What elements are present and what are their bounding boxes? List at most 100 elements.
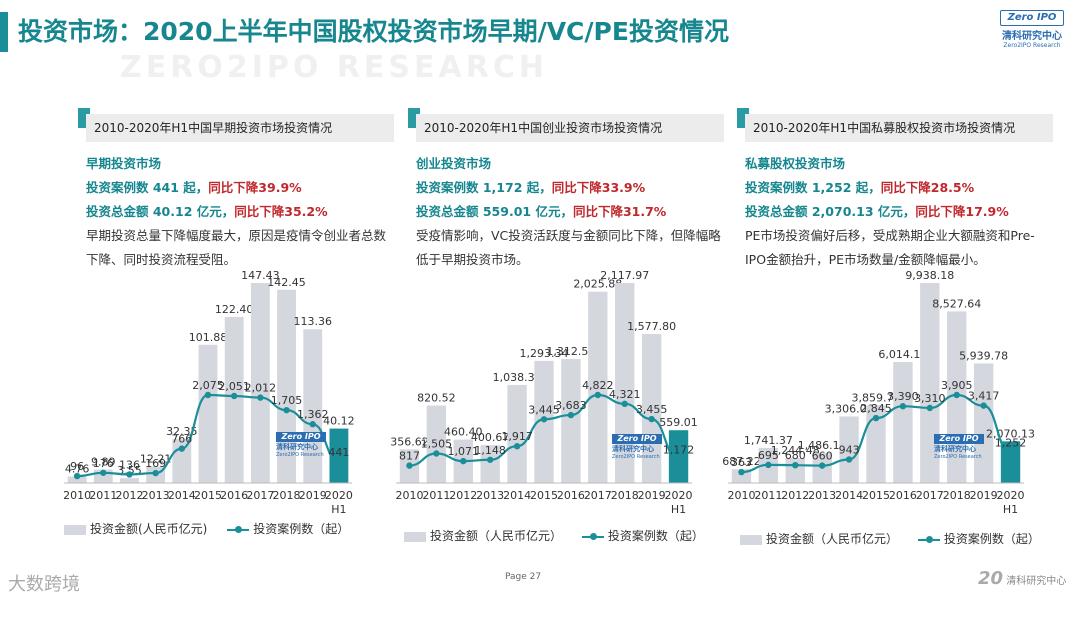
cases-point <box>73 472 81 480</box>
x-tick-label: 2018 <box>273 489 301 502</box>
cases-point <box>460 457 467 465</box>
bar-value-label: 1,293.34 <box>520 347 569 360</box>
bar-value-label: 4.76 <box>65 463 90 476</box>
panel-summary: 私募股权投资市场 投资案例数 1,252 起，同比下降28.5% 投资总金额 2… <box>745 152 1055 272</box>
cases-value-label: 2,012 <box>245 382 277 395</box>
bar-value-label: 1,577.80 <box>627 320 676 333</box>
x-tick-label: 2013 <box>142 489 170 502</box>
x-tick-label: 2015 <box>194 489 222 502</box>
x-tick-label: 2011 <box>754 489 782 502</box>
cases-point <box>872 414 880 422</box>
page-title: 投资市场：2020上半年中国股权投资市场早期/VC/PE投资情况 <box>18 17 729 46</box>
bar-value-label: 12.21 <box>140 452 172 465</box>
amount-change: 同比下降35.2% <box>234 204 328 219</box>
cases-point <box>980 402 987 409</box>
cases-point <box>178 445 186 452</box>
cases-value-label: 1,705 <box>271 394 303 407</box>
bar-2012 <box>120 478 139 483</box>
cases-value-label: 1,071 <box>448 445 480 458</box>
legend-line-label: 投资案例数（起） <box>253 522 350 536</box>
x-tick-label: 2013 <box>476 489 504 502</box>
x-tick-label: 2012 <box>115 489 143 502</box>
logo-brand: Zero IPO <box>1000 10 1064 26</box>
chart-logo-brand: Zero IPO <box>612 434 662 444</box>
chart-logo-cn: 清科研究中心 <box>612 445 654 453</box>
cases-value-label: 3,390 <box>887 390 919 403</box>
bar-value-label: 3,306.06 <box>825 402 874 415</box>
cases-point <box>204 391 212 399</box>
x-tick-label: 2014 <box>835 489 863 502</box>
bar-2017 <box>250 283 270 483</box>
cases-point <box>100 469 107 476</box>
bar-2018 <box>615 283 635 483</box>
cases-value-label: 817 <box>399 450 420 463</box>
cases-point <box>765 461 772 469</box>
chart-early: 4.7620109.8920113.55201212.21201332.3520… <box>63 269 355 516</box>
x-tick-label: 2014 <box>168 489 196 502</box>
x-tick-label: 2016 <box>557 489 585 502</box>
legend-bar-label: 投资金额（人民币亿元） <box>430 529 563 543</box>
cases-point <box>1007 449 1014 456</box>
x-tick-label: 2012 <box>449 489 477 502</box>
bar-2013 <box>480 445 500 483</box>
bar-value-label: 113.36 <box>293 315 332 328</box>
x-tick-label-sub: H1 <box>331 503 346 516</box>
cases-value-label: 3,417 <box>968 390 1000 403</box>
cases-value-label: 1,362 <box>297 408 329 421</box>
cases-value-label: 4,321 <box>609 388 641 401</box>
panel-vc: 2010-2020年H1中国创业投资市场投资情况 创业投资市场 投资案例数 1,… <box>408 100 748 530</box>
bar-value-label: 1,038.30 <box>493 371 542 384</box>
bar-value-label: 9.89 <box>91 456 116 469</box>
cases-value-label: 136 <box>119 458 140 471</box>
bar-value-label: 1,244.48 <box>771 444 820 457</box>
page-number: Page 27 <box>505 572 542 582</box>
x-tick-label: 2018 <box>943 489 971 502</box>
cases-value-label: 1,148 <box>474 444 506 457</box>
bar-2017 <box>920 283 940 483</box>
amount-change: 同比下降17.9% <box>915 204 1009 219</box>
cases-value-label: 695 <box>758 449 779 462</box>
bar-value-label: 32.35 <box>166 425 198 438</box>
bar-value-label: 101.88 <box>189 331 228 344</box>
x-tick-label: 2017 <box>584 489 612 502</box>
chart-legend: 投资金额(人民币亿元) 投资案例数（起） <box>64 520 349 537</box>
cases-change: 同比下降33.9% <box>551 180 646 195</box>
market-name: 私募股权投资市场 <box>745 156 846 171</box>
bar-value-label: 1,486.12 <box>798 439 847 452</box>
x-tick-label: 2014 <box>503 489 531 502</box>
bar-value-label: 687.22 <box>722 455 761 468</box>
cases-value-label: 363 <box>731 456 752 469</box>
bar-value-label: 2,025.88 <box>573 278 622 291</box>
cases-point <box>567 411 575 419</box>
cases-point <box>621 400 628 408</box>
bar-value-label: 1,741.37 <box>744 434 793 447</box>
cases-point <box>257 394 264 401</box>
logo-en: Zero2IPO Research <box>1003 42 1061 49</box>
cases-point <box>648 415 655 423</box>
cases-point <box>309 421 316 428</box>
bar-2014 <box>507 384 527 483</box>
title-accent-bar <box>0 12 8 52</box>
cases-value-label: 3,455 <box>636 403 668 416</box>
market-name: 创业投资市场 <box>416 156 492 171</box>
amount-text: 投资总金额 40.12 亿元， <box>86 204 235 219</box>
bar-value-label: 8,527.64 <box>932 297 981 310</box>
bar-value-label: 2,117.97 <box>600 269 649 282</box>
chart-legend: 投资金额（人民币亿元） 投资案例数（起） <box>404 527 704 544</box>
chart-logo-en: Zero2IPO Research <box>612 454 660 460</box>
cases-point <box>152 469 159 477</box>
cases-value-label: 3,905 <box>941 379 973 392</box>
cases-point <box>513 443 521 450</box>
cases-value-label: 766 <box>171 433 192 446</box>
bar-value-label: 559.01 <box>659 416 698 429</box>
cases-point <box>845 456 853 463</box>
cases-point <box>792 461 799 469</box>
bar-2019 <box>973 363 994 483</box>
cases-point <box>283 406 290 414</box>
cases-value-label: 2,075 <box>192 379 224 392</box>
cases-text: 投资案例数 1,172 起， <box>416 180 552 195</box>
footer-brand-left: 大数跨境 <box>8 574 80 595</box>
x-tick-label: 2015 <box>862 489 890 502</box>
bar-2016 <box>224 316 244 483</box>
cases-point <box>433 450 440 457</box>
